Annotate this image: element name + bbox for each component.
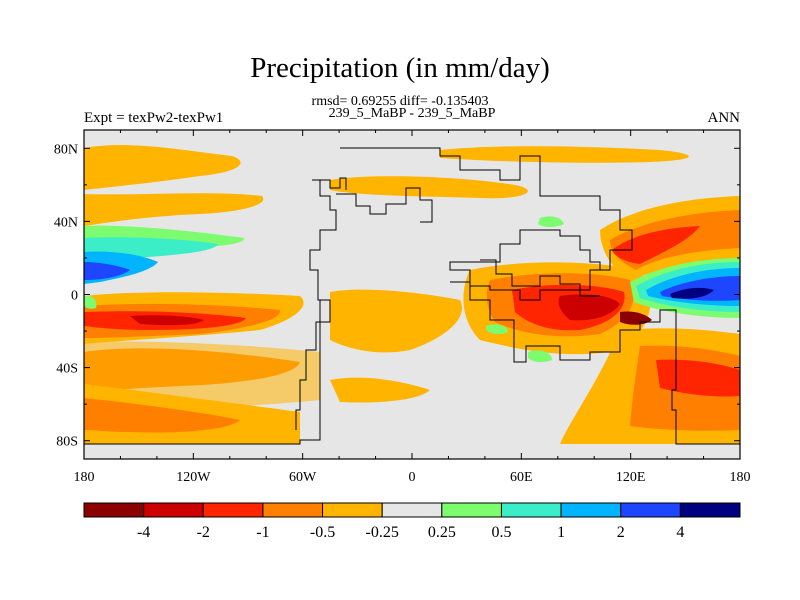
colorbar-swatch [381, 502, 443, 518]
region-s-atlantic-pale [330, 289, 462, 353]
chart-title: Precipitation (in mm/day) [250, 52, 550, 84]
outline-arctic-island [314, 177, 347, 190]
region-maritime-wet-patch [486, 324, 508, 335]
colorbar-swatch [441, 502, 502, 518]
x-tick-label: 120E [616, 470, 646, 485]
region-s-atlantic-teal-patch [84, 295, 97, 309]
region-w-pacific-peak-wet [670, 287, 714, 299]
y-tick-label: 40N [54, 215, 78, 230]
outline-americas [340, 147, 633, 301]
colorbar-level-label: -0.25 [366, 524, 399, 541]
outline-north-atlantic [336, 187, 433, 223]
chart-subtitle-experiment: 239_5_MaBP - 239_5_MaBP [328, 106, 496, 121]
region-maritime-core-dry [558, 294, 620, 321]
y-tick-label: 80N [54, 142, 78, 157]
x-tick-label: 0 [409, 470, 416, 485]
colorbar-level-label: 1 [557, 524, 565, 541]
colorbar-swatch [262, 502, 324, 518]
map-axes: 180 120W 60W 0 60E 120E 180 80N 40N 0 40S 80S [54, 130, 751, 485]
colorbar-swatch [83, 502, 145, 518]
colorbar-swatch [500, 502, 562, 518]
region-sw-pacific-dry [656, 359, 740, 397]
region-n-pacific-dry-band-b [84, 193, 264, 226]
continent-outlines [84, 147, 740, 445]
outline-south-america [295, 299, 331, 430]
season-label: ANN [707, 110, 741, 126]
colorbar-level-label: 4 [676, 524, 684, 541]
region-arabia-wet-patch [538, 216, 564, 227]
outline-africa-west [84, 179, 337, 445]
region-n-pacific-core-wet [84, 262, 130, 280]
outline-asia-south [450, 281, 740, 445]
colorbar-level-label: 2 [617, 524, 625, 541]
colorbar-swatch [620, 502, 681, 518]
x-tick-label: 60W [289, 470, 317, 485]
colorbar-swatch [143, 502, 204, 518]
colorbar-level-label: -2 [197, 524, 210, 541]
x-tick-label: 180 [74, 470, 95, 485]
region-n-atlantic-dry-band [330, 176, 528, 199]
x-tick-label: 120W [176, 470, 211, 485]
region-nw-pacific-strong-dry [612, 226, 700, 264]
region-s-pacific-core-dry [130, 315, 204, 326]
x-tick-label: 180 [730, 470, 751, 485]
colorbar-level-label: 0.5 [491, 524, 511, 541]
contour-fields [84, 145, 740, 445]
colorbar-swatch [679, 502, 741, 518]
colorbar-swatch [202, 502, 264, 518]
colorbar-level-label: -0.5 [310, 524, 335, 541]
region-maritime-deep-dry [620, 311, 652, 325]
colorbar-level-label: -1 [256, 524, 269, 541]
colorbar: -4 -2 -1 -0.5 -0.25 0.25 0.5 1 2 4 [83, 502, 741, 541]
x-tick-label: 60E [510, 470, 533, 485]
colorbar-level-label: 0.25 [428, 524, 456, 541]
y-tick-label: 40S [56, 362, 78, 377]
y-tick-label: 80S [56, 435, 78, 450]
region-s-indian-wet-patch [528, 350, 552, 363]
colorbar-level-label: -4 [137, 524, 150, 541]
region-s-atlantic-pale-b [330, 377, 430, 403]
y-tick-label: 0 [71, 289, 78, 304]
colorbar-swatch [560, 502, 622, 518]
chart-subtitle-stats: rmsd= 0.69255 diff= -0.135403 [311, 94, 489, 109]
region-arctic-dry-band [440, 146, 689, 163]
outline-indian-sub [480, 259, 600, 297]
region-n-pacific-dry-band [84, 145, 241, 190]
region-s-ocean-dry [84, 398, 240, 433]
experiment-label: Expt = texPw2-texPw1 [84, 110, 224, 126]
colorbar-swatch [322, 502, 383, 518]
